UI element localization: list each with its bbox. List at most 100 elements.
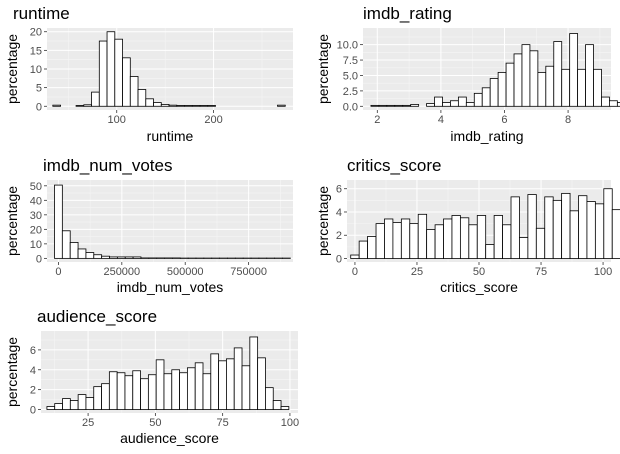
histogram-bar (409, 223, 419, 259)
x-tick-label: 100 (594, 266, 612, 278)
y-axis-title: percentage (315, 186, 331, 256)
histogram-bar (186, 367, 196, 410)
histogram-bar (545, 65, 555, 107)
histogram-bar (77, 248, 87, 259)
y-tick-label: 40 (30, 195, 42, 207)
x-axis-title: imdb_num_votes (117, 279, 224, 295)
plot-background (47, 180, 293, 262)
x-tick-label: 2 (374, 114, 380, 126)
histogram-bar (207, 105, 216, 107)
histogram-bar (502, 224, 512, 259)
panel-title: imdb_rating (363, 4, 452, 23)
histogram-bar (91, 91, 100, 107)
histogram-bar (210, 353, 220, 410)
y-axis-title: percentage (315, 34, 331, 104)
histogram-bar (83, 104, 92, 107)
histogram-bar (513, 53, 523, 107)
histogram-bar (561, 68, 571, 107)
histogram-bar (457, 96, 467, 107)
panel-imdb_rating: 2 4 6 8 0.0 2.5 5.0 7.5 10.0 imdb_rating imdb_rati… (315, 4, 620, 144)
y-tick-label: 2 (336, 230, 342, 242)
histogram-bar (147, 374, 157, 410)
histogram-bar (585, 44, 594, 107)
y-tick-label: 10 (30, 64, 42, 76)
histogram-bar (426, 103, 435, 107)
x-tick-label: 8 (565, 114, 571, 126)
histogram-bar (603, 188, 613, 259)
panel-critics_score: 0 25 50 75 100 0 2 4 6 critics_score critics_score… (315, 156, 620, 295)
histogram-bar (168, 104, 178, 107)
histogram-bar (553, 41, 563, 107)
histogram-bar (145, 98, 154, 107)
histogram-bar (233, 347, 243, 410)
histogram-bar (280, 406, 290, 410)
histogram-bar (489, 78, 499, 107)
histogram-bar (129, 76, 139, 107)
histogram-bar (561, 192, 571, 259)
y-tick-label: 0.0 (343, 101, 358, 113)
panel-runtime: 100 200 0 5 10 15 20 runtime runtime percentage (4, 4, 293, 144)
y-tick-label: 50 (30, 181, 42, 193)
histogram-bar (109, 256, 118, 259)
histogram-bar (75, 105, 85, 107)
histogram-bar (417, 213, 428, 259)
y-axis-title: percentage (4, 186, 20, 256)
y-tick-label: 4 (336, 207, 342, 219)
histogram-bar (69, 400, 79, 410)
x-tick-label: 0 (352, 266, 358, 278)
histogram-bar (367, 236, 377, 259)
histogram-bar (122, 57, 131, 107)
histogram-bar (153, 102, 162, 107)
histogram-bar (616, 102, 620, 107)
histogram-bar (93, 254, 103, 259)
y-tick-label: 0 (336, 254, 342, 266)
histogram-bar (586, 201, 596, 259)
histogram-bar (529, 50, 539, 107)
histogram-bar (569, 210, 579, 259)
histogram-bar (106, 31, 116, 107)
histogram-bar (378, 104, 388, 107)
x-tick-label: 75 (535, 266, 547, 278)
y-tick-label: 4 (30, 365, 36, 377)
histogram-bar (443, 218, 453, 259)
y-tick-label: 0 (30, 405, 36, 417)
histogram-bar (450, 100, 459, 107)
x-tick-label: 50 (149, 417, 161, 429)
histogram-bar (609, 100, 618, 107)
histogram-bar (199, 105, 209, 107)
histogram-bar (468, 224, 478, 259)
x-tick-label: 25 (411, 266, 423, 278)
y-tick-label: 15 (30, 45, 42, 57)
histogram-bar (350, 254, 360, 259)
y-tick-label: 7.5 (343, 55, 358, 67)
histogram-bar (535, 227, 546, 259)
histogram-bar (485, 244, 495, 259)
histogram-bar (537, 71, 547, 107)
histogram-bar (93, 386, 102, 410)
y-tick-label: 2 (30, 385, 36, 397)
panel-title: audience_score (37, 307, 157, 326)
histogram-bar (52, 104, 61, 107)
histogram-bar (476, 215, 487, 259)
histogram-bar (497, 71, 507, 107)
panel-title: runtime (13, 4, 70, 23)
panel-imdb_num_votes: 0 250000 500000 75000001020304050imdb_num_v… (4, 156, 293, 295)
histogram-bar (85, 252, 95, 259)
histogram-bar (473, 92, 483, 107)
histogram-bar (594, 203, 605, 259)
x-tick-label: 250000 (103, 266, 140, 278)
histogram-bar (370, 104, 380, 107)
x-tick-label: 0 (55, 266, 61, 278)
histogram-bar (54, 184, 63, 259)
histogram-bar (402, 104, 412, 107)
histogram-bar (179, 372, 188, 410)
x-axis-title: audience_score (120, 430, 219, 446)
x-axis-title: critics_score (440, 279, 518, 295)
y-tick-label: 2.5 (343, 86, 358, 98)
histogram-bar (465, 102, 475, 107)
histogram-bar (442, 102, 451, 107)
histogram-bar (265, 387, 274, 410)
x-tick-label: 75 (217, 417, 229, 429)
histogram-bar (611, 209, 620, 259)
